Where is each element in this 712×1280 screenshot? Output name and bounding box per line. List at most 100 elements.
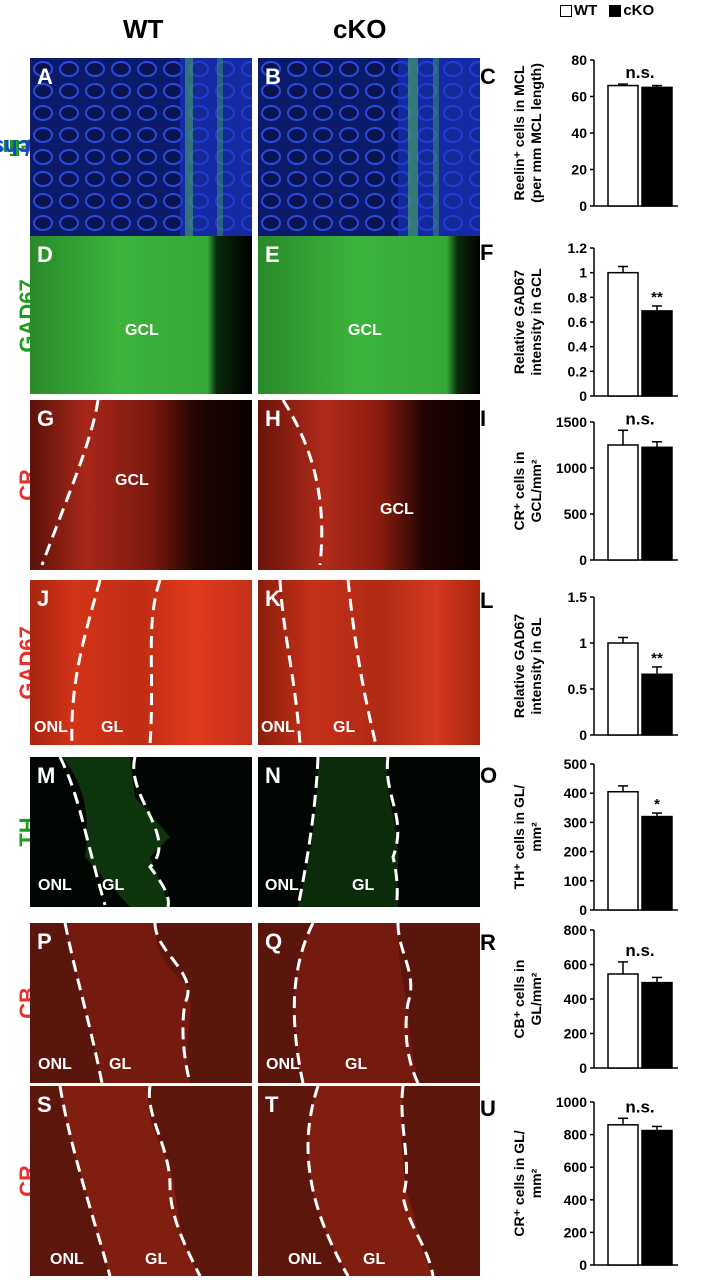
micrograph-panel-a: A — [30, 58, 252, 236]
y-axis-title-line: Relative GAD67 — [511, 614, 527, 718]
y-tick-label: 1000 — [556, 1094, 587, 1110]
y-axis-title: CR⁺ cells in GL/mm² — [511, 1130, 544, 1236]
y-tick-label: 500 — [564, 756, 588, 772]
y-tick-label: 1 — [579, 265, 587, 281]
y-axis-title-line: TH⁺ cells in GL/ — [511, 785, 527, 890]
panel-letter: M — [37, 763, 56, 788]
micrograph-panel-m: M ONL GL — [30, 757, 252, 907]
panel-letter: T — [265, 1092, 279, 1117]
y-axis-title-line: (per mm MCL length) — [528, 63, 544, 203]
legend-wt-swatch — [560, 4, 572, 17]
panel-letter: D — [37, 242, 53, 267]
y-tick-label: 0 — [579, 198, 587, 214]
chart-letter-u: U — [480, 1096, 496, 1121]
region-label-gl: GL — [363, 1251, 386, 1268]
legend: WT cKO — [560, 2, 654, 19]
bar-wt — [607, 1124, 639, 1266]
bar-wt — [607, 84, 639, 207]
y-tick-label: 1000 — [556, 460, 587, 476]
y-tick-label: 0 — [579, 727, 587, 743]
y-axis-title: CR⁺ cells in GCL/mm² — [511, 452, 544, 531]
y-tick-label: 0 — [579, 552, 587, 568]
y-axis-title-line: mm² — [528, 1168, 544, 1198]
panel-letter: Q — [265, 929, 283, 954]
y-tick-label: 800 — [564, 1127, 588, 1143]
region-label-gcl: GCL — [115, 472, 149, 489]
wt-column-title: WT — [123, 14, 164, 44]
micrograph-panel-d: D GCL — [30, 236, 252, 394]
panel-letter: H — [265, 406, 281, 431]
y-axis-title-line: intensity in GL — [528, 617, 544, 715]
y-tick-label: 0.2 — [568, 363, 588, 379]
y-axis-title-line: GCL/mm² — [528, 459, 544, 522]
y-tick-label: 400 — [564, 785, 588, 801]
region-label-onl: ONL — [266, 1056, 300, 1073]
y-tick-label: 1500 — [556, 414, 587, 430]
region-label-gcl: GCL — [348, 322, 382, 339]
chart-letter-o: O — [480, 763, 498, 788]
layer-boundary — [292, 923, 420, 1083]
bar-chart-u: CR⁺ cells in GL/mm² 0 200 400 600 800 1000 n.s. — [511, 1094, 678, 1273]
y-tick-label: 0.8 — [568, 289, 588, 305]
chart-letter-i: I — [480, 406, 487, 431]
panel-letter: J — [37, 586, 50, 611]
bar-wt — [607, 973, 639, 1069]
y-axis-title: Relative GAD67 intensity in GL — [511, 614, 544, 718]
hoechst-texture — [258, 58, 480, 236]
y-axis-title: TH⁺ cells in GL/mm² — [511, 785, 544, 890]
micrograph-panel-g: G GCL — [30, 400, 252, 570]
bar-chart-f: Relative GAD67 intensity in GCL 0 0.2 0.4 0.6… — [511, 240, 678, 404]
significance-label: ** — [651, 650, 663, 667]
bar-cko — [641, 673, 673, 736]
y-tick-label: 600 — [564, 957, 588, 973]
bar-wt — [607, 271, 639, 397]
micrograph-panel-k: K ONL GL — [258, 580, 480, 745]
chart-letter-r: R — [480, 930, 496, 955]
bar-wt — [607, 444, 639, 561]
y-tick-label: 0 — [579, 902, 587, 918]
micrograph-panel-j: J ONL GL — [30, 580, 252, 745]
bar-wt — [607, 790, 639, 911]
y-axis-title-line: Relative GAD67 — [511, 270, 527, 374]
micrograph-panel-p: P ONL GL — [30, 923, 252, 1083]
y-tick-label: 0 — [579, 1257, 587, 1273]
significance-label: n.s. — [625, 63, 654, 82]
legend-cko-swatch — [609, 4, 622, 17]
micrograph-panel-q: Q ONL GL — [258, 923, 480, 1083]
region-label-gl: GL — [352, 877, 375, 894]
y-axis-title: Reelin⁺ cells in MCL (per mm MCL length) — [511, 63, 544, 203]
significance-label: n.s. — [625, 410, 654, 428]
micrograph-panel-b: B — [258, 58, 480, 236]
micrograph-panel-s: S ONL GL — [30, 1086, 252, 1276]
y-tick-label: 0.6 — [568, 314, 588, 330]
region-label-onl: ONL — [288, 1251, 322, 1268]
y-tick-label: 0 — [579, 1060, 587, 1076]
y-tick-label: 0.5 — [568, 681, 588, 697]
panel-letter: K — [265, 586, 281, 611]
panel-letter: G — [37, 406, 55, 431]
legend-cko-label: cKO — [623, 2, 655, 19]
region-label-gl: GL — [102, 877, 125, 894]
chart-letter-f: F — [480, 240, 494, 265]
y-axis-title-line: CR⁺ cells in GL/ — [511, 1130, 527, 1236]
bar-cko — [641, 446, 673, 561]
layer-boundary — [58, 757, 170, 907]
region-label-onl: ONL — [50, 1251, 84, 1268]
region-label-onl: ONL — [38, 1056, 72, 1073]
micrograph-panel-e: E GCL — [258, 236, 480, 394]
significance-label: ** — [651, 289, 663, 306]
y-tick-label: 800 — [564, 922, 588, 938]
panel-letter: P — [37, 929, 52, 954]
panel-letter: A — [37, 64, 53, 89]
region-label-gl: GL — [109, 1056, 132, 1073]
bar-chart-r: CB⁺ cells in GL/mm² 0 200 400 600 800 n.s. — [511, 922, 678, 1076]
panel-letter: S — [37, 1092, 52, 1117]
y-tick-label: 20 — [571, 162, 587, 178]
y-tick-label: 0.4 — [568, 339, 588, 355]
y-axis-title-line: CR⁺ cells in — [511, 452, 527, 531]
y-tick-label: 600 — [564, 1159, 588, 1175]
y-tick-label: 200 — [564, 1026, 588, 1042]
significance-label: n.s. — [625, 941, 654, 960]
micrograph-panel-n: N ONL GL — [258, 757, 480, 907]
y-tick-label: 40 — [571, 125, 587, 141]
